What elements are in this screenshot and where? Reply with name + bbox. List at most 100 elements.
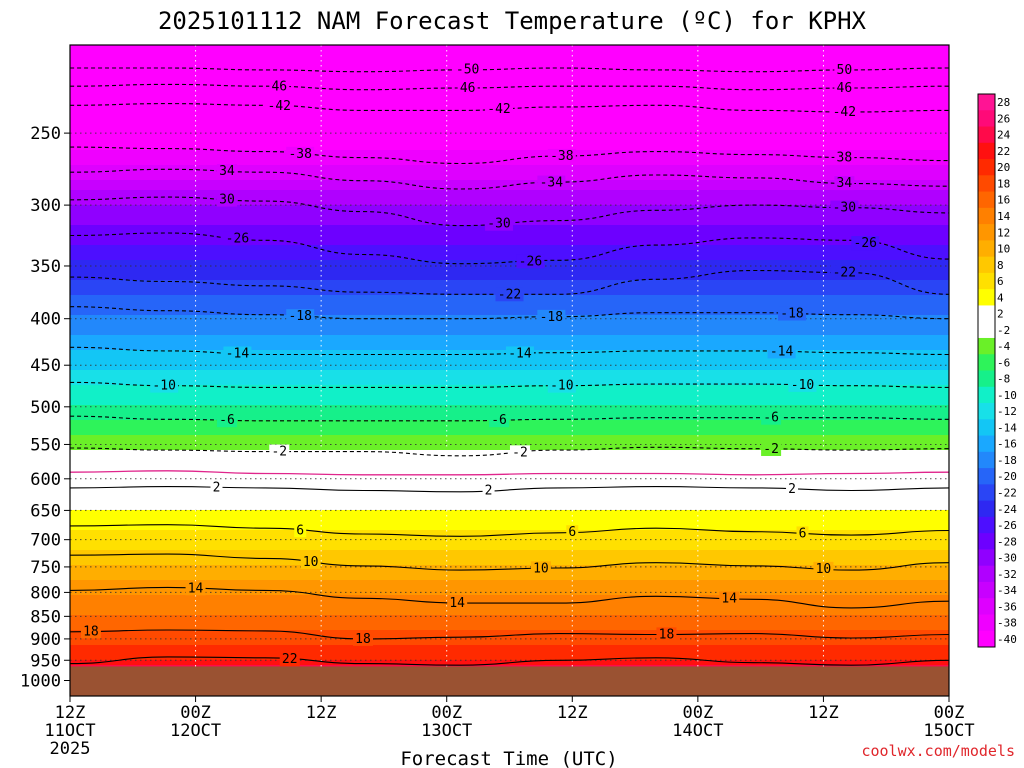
colorbar-frame xyxy=(977,93,996,648)
temperature-band xyxy=(70,475,949,481)
y-tick-label: 750 xyxy=(30,558,61,578)
temperature-band xyxy=(70,515,949,521)
temperature-band xyxy=(70,555,949,561)
temperature-band xyxy=(70,375,949,381)
colorbar-swatch xyxy=(978,94,995,111)
temperature-band xyxy=(70,545,949,551)
temperature-band xyxy=(70,530,949,536)
contour-label: 46 xyxy=(460,81,476,96)
colorbar-swatch xyxy=(978,500,995,518)
contour-label: -42 xyxy=(268,99,291,114)
colorbar-label: -40 xyxy=(997,633,1017,646)
colorbar-label: 24 xyxy=(997,129,1011,142)
temperature-band xyxy=(70,85,949,91)
temperature-band xyxy=(70,270,949,276)
contour-label-bg xyxy=(485,216,514,231)
temperature-band xyxy=(70,45,949,51)
x-tick-time: 12Z xyxy=(557,703,588,723)
contour-label-bg xyxy=(566,525,579,540)
temperature-band xyxy=(70,390,949,396)
contour-label-bg xyxy=(537,309,566,324)
contour-label-bg xyxy=(851,236,880,251)
temperature-band xyxy=(70,565,949,571)
contour-label-bg xyxy=(489,413,510,428)
colorbar-swatch xyxy=(978,630,995,648)
contour-line-22 xyxy=(70,656,949,666)
contour-line--14 xyxy=(70,346,949,356)
temperature-band xyxy=(70,280,949,286)
contour-label-bg xyxy=(269,79,290,94)
contour-label: 14 xyxy=(188,581,204,596)
temperature-band xyxy=(70,300,949,306)
colorbar-swatch xyxy=(978,224,995,241)
temperature-band xyxy=(70,370,949,376)
temperature-band xyxy=(70,620,949,626)
colorbar-swatch xyxy=(978,240,995,258)
contour-label: 2 xyxy=(213,480,221,495)
contour-label-bg xyxy=(719,591,740,606)
temperature-band xyxy=(70,90,949,96)
contour-label: -6 xyxy=(219,413,235,428)
contour-line-14 xyxy=(70,586,949,609)
colorbar-swatch xyxy=(978,435,995,453)
temperature-band xyxy=(70,480,949,486)
temperature-band xyxy=(70,250,949,256)
temperature-band xyxy=(70,320,949,326)
contour-label: -2 xyxy=(512,445,528,460)
contour-label-bg xyxy=(834,176,855,191)
temperature-band xyxy=(70,395,949,401)
colorbar-label: -2 xyxy=(997,324,1010,337)
temperature-band xyxy=(70,595,949,601)
temperature-band xyxy=(70,440,949,446)
temperature-band xyxy=(70,170,949,176)
x-tick-year: 2025 xyxy=(50,739,91,759)
colorbar-label: -6 xyxy=(997,356,1010,369)
colorbar-swatch xyxy=(978,256,995,274)
y-tick-label: 250 xyxy=(30,124,61,144)
temperature-band xyxy=(70,205,949,211)
temperature-fill xyxy=(70,45,949,696)
y-tick-label: 400 xyxy=(30,310,61,330)
contour-label-bg xyxy=(834,62,855,77)
colorbar-label: 22 xyxy=(997,145,1010,158)
x-tick-time: 12Z xyxy=(55,703,86,723)
x-tick-time: 00Z xyxy=(934,703,965,723)
chart-title: 2025101112 NAM Forecast Temperature (ºC)… xyxy=(158,7,867,35)
temperature-band xyxy=(70,615,949,621)
grid-lines xyxy=(70,45,949,696)
contour-label: -30 xyxy=(487,217,510,232)
contour-label: 18 xyxy=(659,627,675,642)
contour-label: -30 xyxy=(833,201,856,216)
contour-label-bg xyxy=(265,99,294,114)
temperature-band xyxy=(70,645,949,651)
temperature-band xyxy=(70,465,949,471)
x-tick-date: 15OCT xyxy=(923,721,974,741)
x-tick-date: 14OCT xyxy=(672,721,723,741)
contour-label: 38 xyxy=(837,150,853,165)
colorbar-swatch xyxy=(978,305,995,323)
contour-label: 18 xyxy=(83,624,99,639)
temperature-band xyxy=(70,325,949,331)
temperature-band xyxy=(70,235,949,241)
x-tick-time: 12Z xyxy=(808,703,839,723)
temperature-band xyxy=(70,260,949,266)
colorbar-label: -26 xyxy=(997,519,1017,532)
contour-label-bg xyxy=(830,200,859,215)
credit-link[interactable]: coolwx.com/models xyxy=(861,742,1015,760)
temperature-band xyxy=(70,265,949,271)
colorbar-swatch xyxy=(978,581,995,599)
temperature-band xyxy=(70,165,949,171)
temperature-band xyxy=(70,190,949,196)
contour-label: -10 xyxy=(791,378,814,393)
colorbar-label: -8 xyxy=(997,373,1010,386)
contour-label: 34 xyxy=(837,176,853,191)
contour-label: -6 xyxy=(763,411,779,426)
colorbar-label: 18 xyxy=(997,177,1010,190)
temperature-band xyxy=(70,185,949,191)
colorbar-label: -30 xyxy=(997,552,1017,565)
contour-label: 30 xyxy=(219,193,235,208)
temperature-band xyxy=(70,310,949,316)
contour-label: -38 xyxy=(288,147,311,162)
x-tick-date: 11OCT xyxy=(44,721,95,741)
